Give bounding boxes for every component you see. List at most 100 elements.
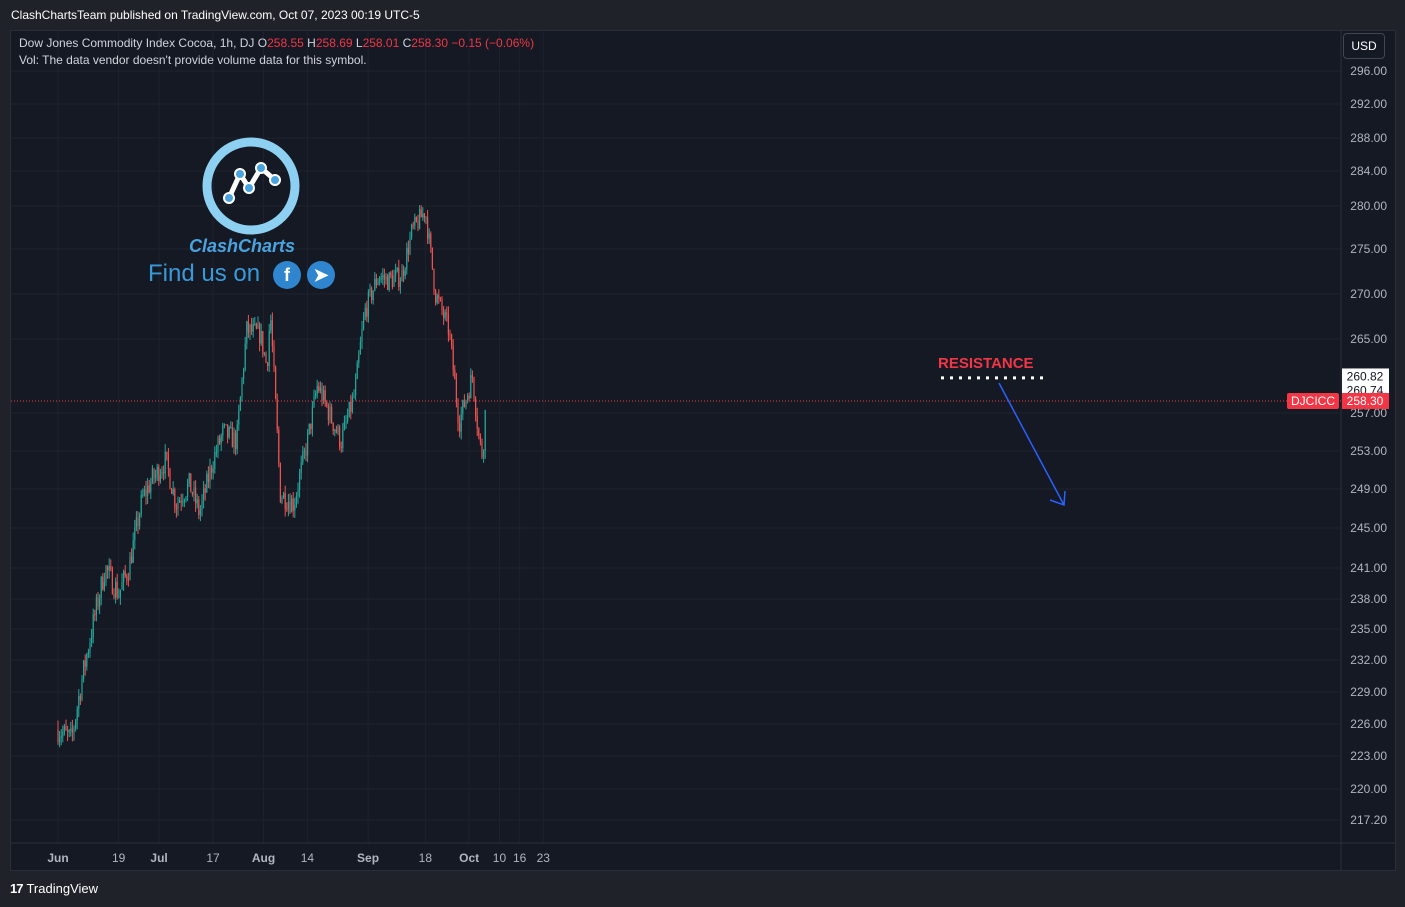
candle-body: [239, 396, 241, 411]
candle-body: [171, 488, 173, 494]
candle-body: [147, 485, 149, 496]
symbol-legend: Dow Jones Commodity Index Cocoa, 1h, DJ …: [19, 35, 534, 69]
y-tick-label: 284.00: [1350, 164, 1387, 178]
candle-body: [396, 267, 398, 272]
candle-body: [479, 435, 481, 442]
candle-body: [420, 209, 422, 218]
candle-body: [164, 451, 166, 474]
candle-body: [150, 482, 152, 493]
candle-body: [452, 345, 454, 371]
candle-body: [375, 278, 377, 285]
tradingview-mark-icon: 17: [10, 881, 24, 896]
candle-body: [284, 492, 286, 509]
candle-body: [70, 728, 72, 731]
candle-body: [281, 498, 283, 503]
candle-body: [300, 462, 302, 474]
price-chart[interactable]: 296.00 292.00 288.00 284.00 280.00 275.00 270.…: [11, 31, 1396, 871]
candle-body: [377, 280, 379, 285]
tradingview-logo[interactable]: 17 TradingView: [10, 881, 98, 896]
candle-body: [371, 288, 373, 301]
candle-body: [351, 396, 353, 412]
candle-body: [329, 406, 331, 421]
candle-body: [126, 575, 128, 580]
candle-body: [319, 387, 321, 391]
candle-body: [57, 729, 59, 743]
candle-body: [169, 469, 171, 489]
candle-body: [102, 576, 104, 590]
candle-body: [374, 278, 376, 291]
facebook-icon[interactable]: f: [273, 261, 301, 289]
candle-body: [134, 527, 136, 541]
candle-body: [195, 487, 197, 504]
candle-body: [438, 295, 440, 299]
candle-body: [219, 437, 221, 444]
candle-body: [406, 247, 408, 270]
candle-body: [127, 579, 129, 581]
candle-body: [199, 510, 201, 515]
close-value: 258.30: [411, 36, 448, 50]
candle-body: [334, 429, 336, 431]
candle-body: [387, 276, 389, 290]
candle-body: [156, 466, 158, 475]
candle-body: [310, 423, 312, 430]
candle-body: [380, 277, 382, 280]
candle-body: [412, 224, 414, 226]
candle-body: [395, 271, 397, 276]
candle-body: [457, 402, 459, 424]
candle-body: [291, 498, 293, 513]
x-tick-label: 18: [419, 851, 433, 865]
x-tick-label: Aug: [252, 851, 275, 865]
candle-body: [271, 320, 273, 347]
candle-body: [100, 576, 102, 598]
candle-body: [140, 495, 142, 515]
candle-body: [372, 290, 374, 301]
currency-button[interactable]: USD: [1343, 33, 1385, 59]
candle-body: [63, 726, 65, 733]
candle-body: [244, 343, 246, 370]
resistance-label: RESISTANCE: [938, 355, 1034, 372]
candle-body: [470, 375, 472, 399]
candle-body: [302, 451, 304, 463]
candle-body: [459, 423, 461, 432]
chart-frame[interactable]: 296.00 292.00 288.00 284.00 280.00 275.00 270.…: [10, 30, 1396, 871]
candle-body: [203, 488, 205, 500]
candle-body: [233, 432, 235, 448]
candle-body: [278, 429, 280, 464]
candle-body: [350, 401, 352, 412]
candle-body: [183, 500, 185, 502]
candle-body: [129, 556, 131, 581]
x-tick-label: 16: [513, 851, 527, 865]
y-tick-label: 229.00: [1350, 685, 1387, 699]
candle-body: [345, 421, 347, 423]
symbol-tag-bg: [1287, 392, 1339, 409]
candle-body: [390, 272, 392, 277]
candle-body: [108, 566, 110, 571]
candle-body: [225, 424, 227, 426]
candle-body: [385, 276, 387, 280]
candle-body: [262, 331, 264, 354]
telegram-icon[interactable]: ➤: [307, 261, 335, 289]
candle-body: [484, 410, 486, 451]
candle-body: [60, 736, 62, 739]
candle-body: [398, 267, 400, 287]
candle-body: [339, 426, 341, 447]
candle-body: [211, 466, 213, 473]
candle-body: [326, 401, 328, 407]
candle-body: [422, 213, 424, 218]
candle-body: [379, 279, 381, 281]
candle-body: [257, 324, 259, 329]
candle-body: [307, 433, 309, 456]
candle-body: [478, 428, 480, 436]
high-value: 258.69: [315, 36, 353, 50]
candle-body: [191, 492, 193, 495]
candle-body: [481, 441, 483, 458]
candle-body: [276, 398, 278, 430]
candle-body: [223, 424, 225, 426]
y-tick-label: 253.00: [1350, 444, 1387, 458]
volume-note: Vol: The data vendor doesn't provide vol…: [19, 53, 367, 67]
candle-body: [207, 473, 209, 482]
candle-body: [415, 217, 417, 222]
close-label: C: [402, 36, 412, 50]
candle-body: [182, 501, 184, 503]
candle-body: [342, 429, 344, 448]
